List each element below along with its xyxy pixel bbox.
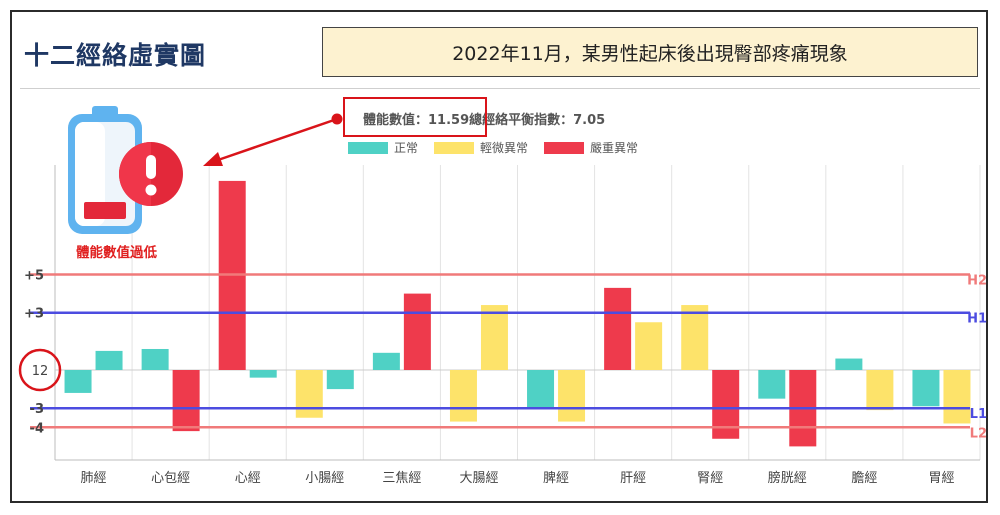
- legend-item-normal: 正常: [348, 139, 418, 156]
- bar-11-1: [835, 358, 863, 370]
- case-banner: 2022年11月，某男性起床後出現臀部疼痛現象: [322, 27, 978, 77]
- x-tick-label: 腎經: [697, 471, 723, 486]
- legend-label-severe: 嚴重異常: [590, 141, 639, 155]
- y-tick-label: -4: [30, 421, 44, 436]
- bar-6-2: [480, 305, 508, 370]
- bar-9-1: [681, 305, 709, 370]
- bar-5-1: [372, 352, 400, 370]
- baseline-highlight-circle: [18, 348, 62, 392]
- bar-1-1: [64, 370, 92, 393]
- y-tick-label: +5: [24, 269, 44, 284]
- case-banner-text: 2022年11月，某男性起床後出現臀部疼痛現象: [452, 42, 848, 65]
- x-tick-label: 小腸經: [305, 471, 344, 486]
- legend: 正常 輕微異常 嚴重異常: [348, 139, 638, 156]
- energy-value: 體能數值：11.59: [363, 113, 470, 128]
- reference-line-label: L2: [970, 426, 987, 441]
- legend-swatch-severe: [544, 141, 585, 154]
- energy-callout-box: [343, 97, 487, 137]
- low-battery-alert-icon: [68, 106, 183, 234]
- y-tick-label: -3: [30, 402, 44, 417]
- bar-1-2: [95, 350, 123, 370]
- legend-item-severe: 嚴重異常: [544, 139, 638, 156]
- low-energy-warning: 體能數值過低: [62, 104, 192, 264]
- x-tick-label: 心經: [235, 471, 261, 486]
- bar-5-2: [403, 293, 431, 370]
- legend-swatch-normal: [348, 141, 388, 154]
- callout-arrow-head: [203, 152, 223, 166]
- legend-label-normal: 正常: [394, 141, 419, 155]
- bar-7-2: [558, 370, 586, 422]
- x-tick-label: 肺經: [81, 471, 107, 486]
- stats-line: 體能數值：11.59總經絡平衡指數：7.05: [363, 109, 605, 128]
- reference-line-label: H1: [967, 312, 987, 327]
- x-tick-label: 膀胱經: [768, 470, 807, 486]
- legend-label-mild: 輕微異常: [480, 141, 529, 155]
- chart-panel: [20, 88, 980, 494]
- reference-line-label: H2: [967, 274, 987, 289]
- legend-swatch-mild: [434, 141, 475, 154]
- bar-6-1: [449, 370, 477, 422]
- low-energy-label: 體能數值過低: [76, 245, 157, 261]
- bar-12-2: [943, 370, 971, 424]
- x-tick-label: 脾經: [543, 471, 569, 486]
- bar-2-1: [141, 348, 169, 370]
- bar-7-1: [527, 370, 555, 409]
- x-tick-label: 膽經: [851, 471, 877, 486]
- bar-8-1: [604, 287, 632, 370]
- bar-4-1: [295, 370, 323, 418]
- baseline-label: 12: [32, 364, 49, 379]
- x-tick-label: 心包經: [151, 471, 190, 486]
- y-tick-label: +3: [24, 307, 44, 322]
- callout-arrow-line: [217, 117, 338, 162]
- bar-10-1: [758, 370, 786, 399]
- reference-line-label: L1: [970, 407, 987, 422]
- x-tick-label: 三焦經: [382, 471, 421, 486]
- bar-4-2: [326, 370, 354, 390]
- legend-item-mild: 輕微異常: [434, 139, 528, 156]
- page-title: 十二經絡虛實圖: [24, 41, 207, 70]
- x-tick-label: 肝經: [620, 471, 646, 486]
- balance-index: 總經絡平衡指數：7.05: [469, 113, 606, 128]
- x-tick-label: 大腸經: [459, 471, 498, 486]
- bar-2-2: [172, 370, 200, 432]
- bar-3-2: [249, 370, 277, 378]
- bar-8-2: [635, 322, 663, 370]
- bar-12-1: [912, 370, 940, 407]
- bar-11-2: [866, 370, 894, 411]
- x-tick-label: 胃經: [928, 471, 954, 486]
